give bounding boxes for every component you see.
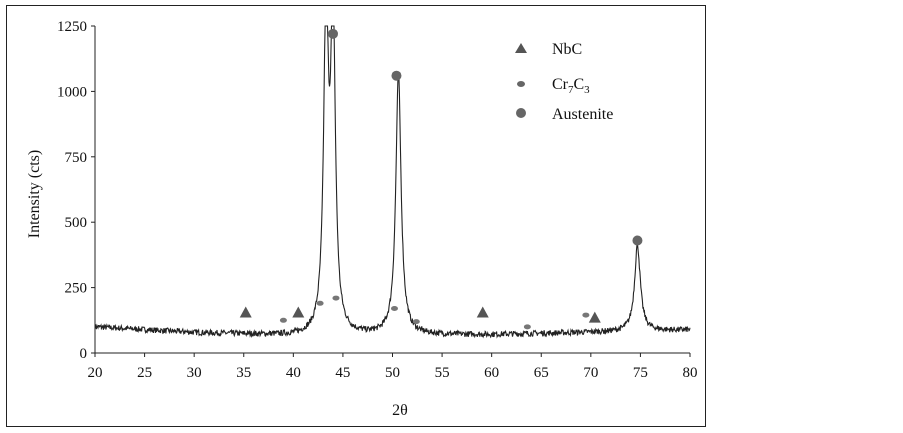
chart-frame: 20 25 30 35 40 45 50 55 60 65 70 75 80 0 250 500 750 1000…: [6, 5, 706, 427]
x-tick-label: 40: [286, 365, 301, 381]
austenite-marker: [328, 28, 338, 39]
y-axis-title: Intensity (cts): [26, 150, 43, 238]
x-tick-label: 70: [583, 365, 598, 381]
cr7c3-marker: [332, 295, 340, 301]
legend-cr7c3-marker: [517, 81, 525, 87]
x-tick-label: 25: [137, 365, 152, 381]
x-tick-label: 55: [435, 365, 450, 381]
nbc-marker: [588, 311, 601, 323]
legend-cr7c3-label: Cr7C3: [552, 76, 590, 96]
nbc-marker: [476, 306, 489, 318]
phase-markers: [239, 28, 643, 330]
x-tick-label: 50: [385, 365, 400, 381]
x-tick-label: 30: [187, 365, 202, 381]
intensity-trace: [94, 25, 691, 339]
x-tick-label: 75: [633, 365, 648, 381]
cr7c3-marker: [412, 319, 420, 325]
tick-labels: 20 25 30 35 40 45 50 55 60 65 70 75 80 0 250 500 750 1000…: [57, 19, 698, 381]
axes: [91, 25, 691, 357]
y-tick-label: 250: [65, 281, 88, 297]
legend: NbC Cr7C3 Austenite: [515, 41, 613, 123]
austenite-marker: [391, 70, 402, 81]
y-tick-label: 1250: [57, 19, 87, 35]
cr7c3-marker: [279, 317, 287, 323]
y-tick-label: 500: [65, 215, 88, 231]
legend-nbc-marker: [515, 43, 527, 53]
xrd-chart: 20 25 30 35 40 45 50 55 60 65 70 75 80 0 250 500 750 1000…: [26, 19, 698, 419]
y-tick-label: 0: [80, 346, 88, 362]
austenite-marker: [632, 235, 643, 246]
x-tick-label: 65: [534, 365, 549, 381]
legend-nbc-label: NbC: [552, 41, 582, 58]
x-tick-label: 20: [88, 365, 103, 381]
nbc-marker: [239, 306, 252, 318]
nbc-marker: [292, 306, 305, 318]
x-tick-label: 60: [484, 365, 499, 381]
cr7c3-marker: [390, 306, 398, 312]
x-tick-label: 45: [335, 365, 350, 381]
x-tick-label: 80: [683, 365, 698, 381]
y-tick-label: 1000: [57, 84, 87, 100]
cr7c3-marker: [316, 300, 324, 306]
y-tick-label: 750: [65, 150, 88, 166]
legend-austenite-marker: [516, 108, 526, 118]
legend-austenite-label: Austenite: [552, 106, 613, 123]
x-axis-title: 2θ: [392, 402, 408, 419]
cr7c3-marker: [523, 324, 531, 330]
cr7c3-marker: [582, 312, 590, 318]
x-tick-label: 35: [236, 365, 251, 381]
